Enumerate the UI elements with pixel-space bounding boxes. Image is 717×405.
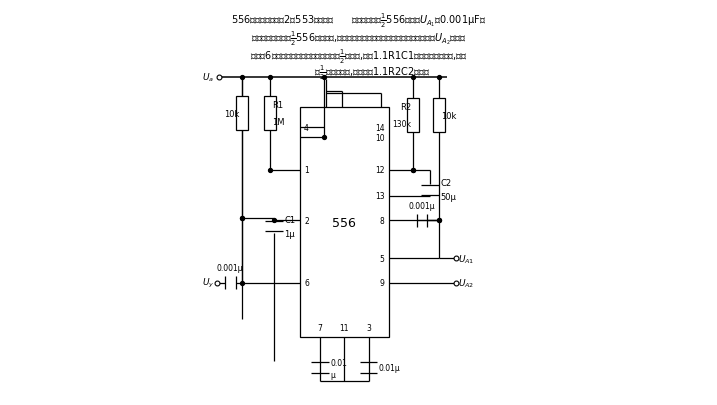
Text: 7: 7 [318,324,323,333]
Text: 130k: 130k [392,120,411,129]
Text: 0.001μ: 0.001μ [217,264,244,273]
Text: 1M: 1M [272,118,285,127]
Text: 4: 4 [304,124,309,132]
Text: 5: 5 [380,254,385,263]
Text: $U_y$: $U_y$ [202,276,214,290]
Text: 0.01: 0.01 [331,358,347,367]
Bar [264,97,276,131]
Bar [300,108,389,337]
Bar [433,99,445,133]
Bar [235,97,247,131]
Text: $U_{A1}$: $U_{A1}$ [458,253,475,265]
Text: R1: R1 [272,101,283,110]
Text: 9: 9 [380,279,385,288]
Text: 个$\frac{1}{2}$定时器起动,其延迟由1.1R2C2确定。: 个$\frac{1}{2}$定时器起动,其延迟由1.1R2C2确定。 [287,64,430,82]
Text: C2: C2 [441,179,452,188]
Text: 0.001μ: 0.001μ [409,201,435,210]
Text: 2: 2 [304,216,309,225]
Text: 13: 13 [375,192,385,201]
Text: 14: 14 [375,124,385,132]
Text: 10k: 10k [224,109,239,119]
Text: μ: μ [331,370,335,379]
Text: 接引脚6的导线瞬间接地可以起动第一个$\frac{1}{2}$定时器,在由1.1R1C1确定时间间隔以后,第二: 接引脚6的导线瞬间接地可以起动第一个$\frac{1}{2}$定时器,在由1.1… [250,48,467,66]
Text: $U_a$: $U_a$ [202,72,214,84]
Text: 3: 3 [366,324,371,333]
Text: 556时基电路包含有2个553电路。图      电路中第一个$\frac{1}{2}$556的输出$U_{A_1}$经0.001μF耦: 556时基电路包含有2个553电路。图 电路中第一个$\frac{1}{2}$5… [231,11,486,30]
Text: 10k: 10k [441,111,457,121]
Text: 556: 556 [333,216,356,229]
Text: 合电容加到第二个$\frac{1}{2}$556的输入端,得到总延时等于二个单独定时延迟总和的输出$U_{A_2}$。把连: 合电容加到第二个$\frac{1}{2}$556的输入端,得到总延时等于二个单独… [251,30,466,48]
Text: 11: 11 [340,324,349,333]
Text: 1μ: 1μ [285,229,295,238]
Text: R2: R2 [400,103,411,112]
Text: 8: 8 [380,216,385,225]
Text: 6: 6 [304,279,309,288]
Text: 0.01μ: 0.01μ [379,363,400,372]
Text: 50μ: 50μ [441,193,457,202]
Text: 12: 12 [375,166,385,175]
Text: C1: C1 [285,215,295,224]
Text: $U_{A2}$: $U_{A2}$ [458,277,475,289]
Text: 1: 1 [304,166,309,175]
Text: 10: 10 [375,134,385,143]
Bar [407,99,419,133]
